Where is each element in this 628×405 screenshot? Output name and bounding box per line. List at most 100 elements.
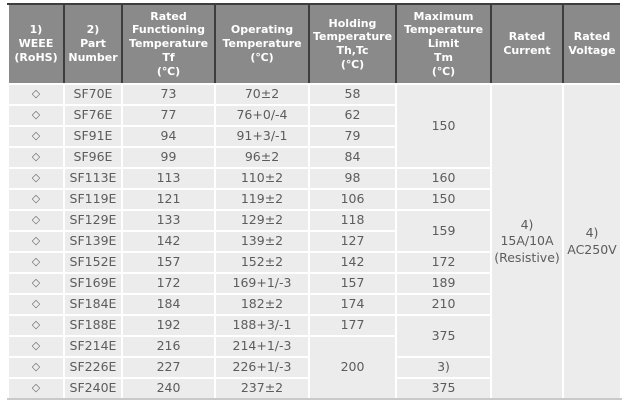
- operating-cell: 110±2: [214, 167, 310, 190]
- part-cell: SF139E: [63, 230, 123, 253]
- operating-cell: 152±2: [214, 251, 310, 274]
- part-cell: SF152E: [63, 251, 123, 274]
- weee-diamond-icon: ◇: [7, 272, 65, 295]
- holding-cell: 84: [308, 146, 397, 169]
- table-row: ◇ SF129E 133 129±2 118 159: [7, 209, 621, 253]
- holding-cell: 58: [308, 83, 397, 106]
- weee-diamond-icon: ◇: [7, 104, 65, 127]
- part-cell: SF214E: [63, 335, 123, 358]
- tf-cell: 77: [121, 104, 216, 127]
- operating-cell: 214+1/-3: [214, 335, 310, 358]
- operating-cell: 76+0/-4: [214, 104, 310, 127]
- tf-cell: 94: [121, 125, 216, 148]
- tf-cell: 73: [121, 83, 216, 106]
- holding-cell: 174: [308, 293, 397, 316]
- part-cell: SF184E: [63, 293, 123, 316]
- tf-cell: 172: [121, 272, 216, 295]
- max-temp-cell: 172: [395, 251, 492, 274]
- part-cell: SF240E: [63, 377, 123, 400]
- operating-cell: 91+3/-1: [214, 125, 310, 148]
- weee-diamond-icon: ◇: [7, 335, 65, 358]
- table-row: ◇ SF96E 99 96±2 84: [7, 146, 621, 169]
- part-cell: SF188E: [63, 314, 123, 337]
- weee-diamond-icon: ◇: [7, 146, 65, 169]
- operating-cell: 119±2: [214, 188, 310, 211]
- operating-cell: 70±2: [214, 83, 310, 106]
- operating-cell: 188+3/-1: [214, 314, 310, 337]
- part-cell: SF119E: [63, 188, 123, 211]
- max-temp-cell: 3): [395, 356, 492, 379]
- part-cell: SF91E: [63, 125, 123, 148]
- operating-cell: 96±2: [214, 146, 310, 169]
- rated-voltage-cell: 4) AC250V: [562, 83, 622, 400]
- table-row: ◇ SF226E 227 226+1/-3 3): [7, 356, 621, 379]
- tf-cell: 99: [121, 146, 216, 169]
- tf-cell: 142: [121, 230, 216, 253]
- weee-diamond-icon: ◇: [7, 293, 65, 316]
- operating-cell: 129±2: [214, 209, 310, 232]
- tf-cell: 184: [121, 293, 216, 316]
- holding-cell: 127: [308, 230, 397, 253]
- tf-cell: 157: [121, 251, 216, 274]
- thermal-fuse-spec-table: 1) WEEE (RoHS) 2) Part Number Rated Func…: [7, 3, 622, 400]
- weee-diamond-icon: ◇: [7, 377, 65, 400]
- max-temp-cell: 210: [395, 293, 492, 316]
- holding-cell: 106: [308, 188, 397, 211]
- column-header-maximum-temperature-limit: Maximum Temperature Limit Tm (℃): [395, 3, 492, 85]
- table-row: ◇ SF76E 77 76+0/-4 62: [7, 104, 621, 127]
- table-header-row: 1) WEEE (RoHS) 2) Part Number Rated Func…: [7, 3, 622, 85]
- part-cell: SF129E: [63, 209, 123, 232]
- column-header-part-number: 2) Part Number: [63, 3, 123, 85]
- max-temp-cell: 375: [395, 314, 492, 358]
- weee-diamond-icon: ◇: [7, 356, 65, 379]
- max-temp-cell: 150: [395, 188, 492, 211]
- table-row: ◇ SF184E 184 182±2 174 210: [7, 293, 621, 316]
- weee-diamond-icon: ◇: [7, 167, 65, 190]
- holding-cell: 118: [308, 209, 397, 232]
- holding-cell: 79: [308, 125, 397, 148]
- operating-cell: 139±2: [214, 230, 310, 253]
- part-cell: SF96E: [63, 146, 123, 169]
- weee-diamond-icon: ◇: [7, 125, 65, 148]
- weee-diamond-icon: ◇: [7, 230, 65, 253]
- operating-cell: 226+1/-3: [214, 356, 310, 379]
- column-header-rated-current: Rated Current: [490, 3, 564, 85]
- tf-cell: 192: [121, 314, 216, 337]
- tf-cell: 121: [121, 188, 216, 211]
- operating-cell: 237±2: [214, 377, 310, 400]
- holding-cell: 62: [308, 104, 397, 127]
- weee-diamond-icon: ◇: [7, 251, 65, 274]
- part-cell: SF226E: [63, 356, 123, 379]
- operating-cell: 182±2: [214, 293, 310, 316]
- weee-diamond-icon: ◇: [7, 188, 65, 211]
- part-cell: SF70E: [63, 83, 123, 106]
- operating-cell: 169+1/-3: [214, 272, 310, 295]
- max-temp-cell: 150: [395, 83, 492, 169]
- holding-cell: 200: [308, 335, 397, 400]
- column-header-holding-temperature: Holding Temperature Th,Tc (℃): [308, 3, 397, 85]
- part-cell: SF169E: [63, 272, 123, 295]
- tf-cell: 113: [121, 167, 216, 190]
- column-header-weee-rohs: 1) WEEE (RoHS): [7, 3, 65, 85]
- rated-current-cell: 4) 15A/10A (Resistive): [490, 83, 564, 400]
- column-header-rated-functioning-temperature: Rated Functioning Temperature Tf (℃): [121, 3, 216, 85]
- weee-diamond-icon: ◇: [7, 209, 65, 232]
- part-cell: SF113E: [63, 167, 123, 190]
- weee-diamond-icon: ◇: [7, 83, 65, 106]
- holding-cell: 157: [308, 272, 397, 295]
- holding-cell: 98: [308, 167, 397, 190]
- table-row: ◇ SF169E 172 169+1/-3 157 189: [7, 272, 621, 295]
- column-header-operating-temperature: Operating Temperature (℃): [214, 3, 310, 85]
- tf-cell: 133: [121, 209, 216, 232]
- max-temp-cell: 189: [395, 272, 492, 295]
- weee-diamond-icon: ◇: [7, 314, 65, 337]
- table-row: ◇ SF91E 94 91+3/-1 79: [7, 125, 621, 148]
- part-cell: SF76E: [63, 104, 123, 127]
- holding-cell: 177: [308, 314, 397, 337]
- table-row: ◇ SF70E 73 70±2 58 150 4) 15A/10A (Resis…: [7, 83, 622, 400]
- table-row: ◇ SF139E 142 139±2 127: [7, 230, 621, 253]
- holding-cell: 142: [308, 251, 397, 274]
- table-row: ◇ SF188E 192 188+3/-1 177 375: [7, 314, 621, 358]
- table-row: ◇ SF119E 121 119±2 106 150: [7, 188, 621, 211]
- table-row: ◇ SF214E 216 214+1/-3 200: [7, 335, 621, 400]
